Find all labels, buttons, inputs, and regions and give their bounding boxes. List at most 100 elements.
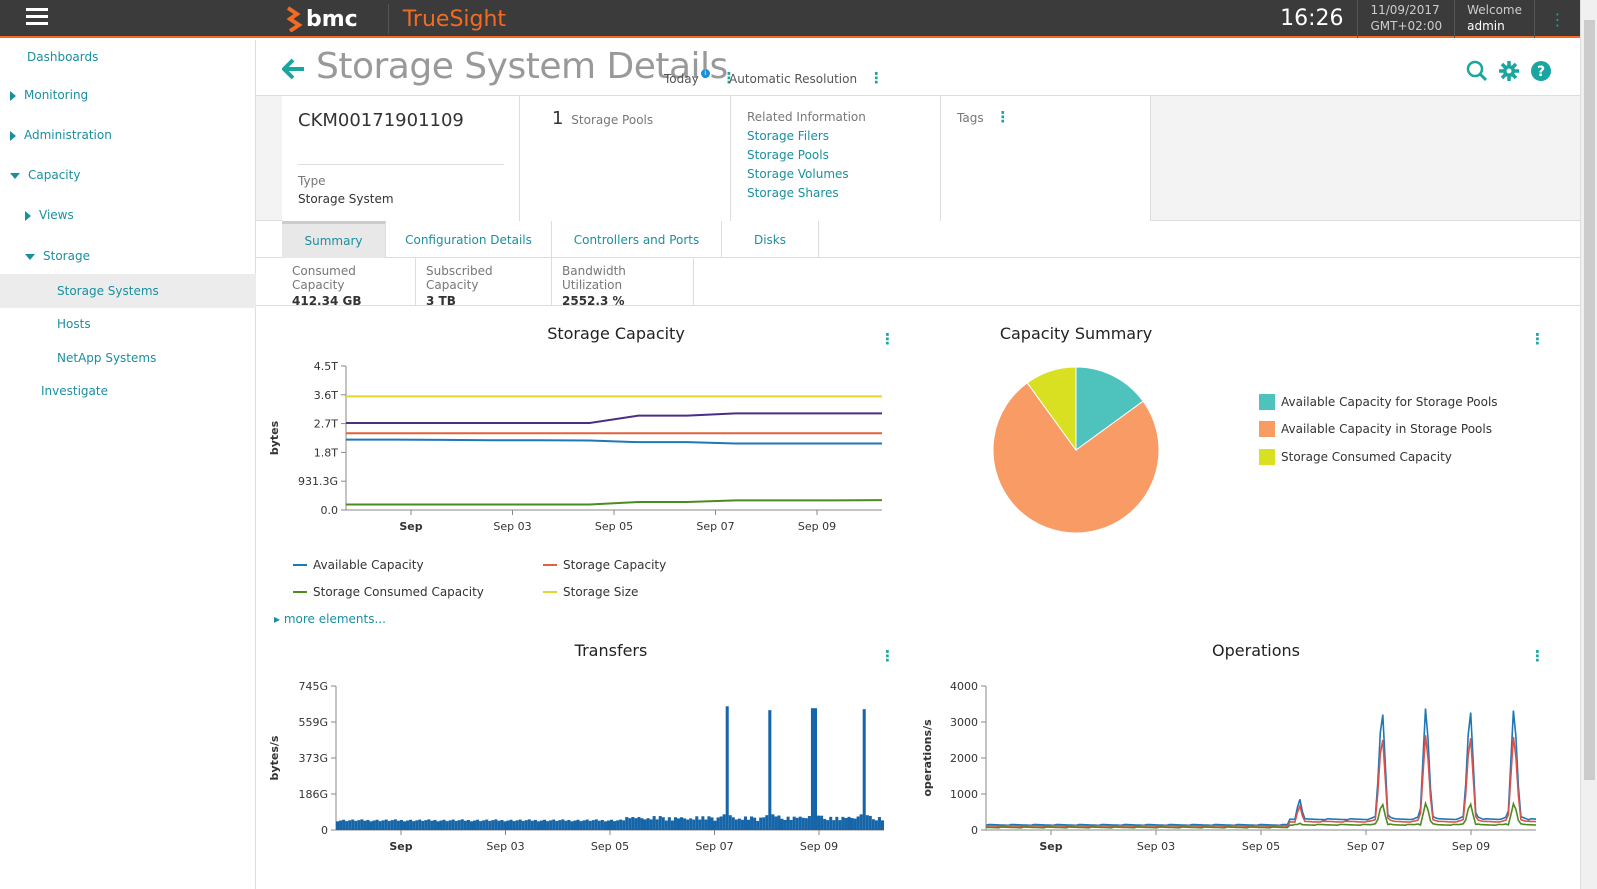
link-storage-filers[interactable]: Storage Filers bbox=[747, 129, 830, 143]
sidebar-item-storage-systems[interactable]: Storage Systems bbox=[57, 284, 159, 298]
transfer-bar bbox=[722, 814, 726, 830]
transfer-bar bbox=[418, 819, 422, 830]
x-tick-label: Sep 07 bbox=[696, 520, 734, 533]
sidebar-item-administration[interactable]: Administration bbox=[10, 128, 112, 142]
transfer-bar bbox=[524, 820, 528, 830]
storage-capacity-kebab-icon[interactable]: ⋮ bbox=[880, 330, 895, 348]
y-tick-label: 2.7T bbox=[314, 418, 338, 431]
transfer-bar bbox=[692, 819, 696, 830]
transfers-kebab-icon[interactable]: ⋮ bbox=[880, 647, 895, 665]
hamburger-menu-icon[interactable] bbox=[26, 8, 48, 28]
related-info-card: Related Information Storage Filers Stora… bbox=[731, 96, 941, 221]
metric-value: 412.34 GB bbox=[292, 294, 362, 308]
date-timezone: 11/09/2017 GMT+02:00 bbox=[1357, 0, 1454, 38]
transfer-bar bbox=[600, 819, 604, 830]
sidebar-item-capacity[interactable]: Capacity bbox=[10, 168, 80, 182]
more-elements-label: more elements... bbox=[283, 612, 386, 626]
bmc-logo-icon bbox=[286, 6, 303, 32]
transfer-bar bbox=[658, 816, 662, 830]
y-tick-label: 186G bbox=[298, 788, 328, 801]
transfer-bar bbox=[874, 820, 878, 830]
transfer-bar bbox=[430, 820, 434, 830]
brand-bmc: bmc bbox=[306, 6, 358, 32]
sidebar-item-label: Views bbox=[39, 208, 74, 222]
sidebar-item-hosts[interactable]: Hosts bbox=[57, 317, 91, 331]
sidebar: Dashboards Monitoring Administration Cap… bbox=[0, 40, 256, 889]
legend-available-capacity-in-storage-pools[interactable]: Available Capacity in Storage Pools bbox=[1259, 421, 1492, 437]
sidebar-item-netapp-systems[interactable]: NetApp Systems bbox=[57, 351, 157, 365]
transfer-bar bbox=[372, 820, 376, 830]
link-storage-volumes[interactable]: Storage Volumes bbox=[747, 167, 849, 181]
legend-available-capacity[interactable]: Available Capacity bbox=[293, 558, 424, 572]
transfer-bar bbox=[698, 819, 702, 830]
legend-available-capacity-storage-pools[interactable]: Available Capacity for Storage Pools bbox=[1259, 394, 1498, 410]
more-elements-link[interactable]: ▸ more elements... bbox=[274, 612, 386, 626]
transfer-bar bbox=[506, 820, 510, 830]
transfer-bar bbox=[482, 820, 486, 830]
scrollbar-thumb[interactable] bbox=[1584, 20, 1595, 780]
transfer-bar bbox=[415, 820, 419, 830]
sidebar-item-label: Capacity bbox=[28, 168, 81, 182]
details-panel: CKM00171901109 Type Storage System 1 Sto… bbox=[256, 96, 1580, 221]
sidebar-item-monitoring[interactable]: Monitoring bbox=[10, 88, 88, 102]
metric-label: Consumed Capacity bbox=[292, 264, 356, 292]
tab-controllers-and-ports[interactable]: Controllers and Ports bbox=[552, 221, 722, 258]
capacity-summary-kebab-icon[interactable]: ⋮ bbox=[1530, 330, 1545, 348]
transfer-bar bbox=[868, 815, 872, 830]
y-axis-label: bytes/s bbox=[268, 735, 281, 780]
transfer-bar bbox=[734, 819, 738, 830]
sidebar-item-views[interactable]: Views bbox=[25, 208, 74, 222]
sidebar-item-dashboards[interactable]: Dashboards bbox=[27, 50, 99, 64]
legend-storage-consumed-capacity[interactable]: Storage Consumed Capacity bbox=[293, 585, 484, 599]
tags-kebab-icon[interactable]: ⋮ bbox=[995, 108, 1011, 126]
search-icon[interactable] bbox=[1466, 60, 1488, 82]
transfer-bar bbox=[762, 817, 766, 830]
transfer-bar bbox=[728, 815, 732, 830]
transfer-bar bbox=[412, 821, 416, 830]
header-kebab-icon[interactable]: ⋮ bbox=[1534, 0, 1580, 38]
y-tick-label: 4000 bbox=[950, 680, 978, 693]
expand-icon bbox=[10, 90, 16, 101]
transfer-bar bbox=[387, 820, 391, 830]
link-storage-pools[interactable]: Storage Pools bbox=[747, 148, 829, 162]
transfer-bar bbox=[871, 819, 875, 830]
back-arrow-icon[interactable] bbox=[281, 54, 306, 87]
tab-disks[interactable]: Disks bbox=[722, 221, 819, 258]
series-line bbox=[346, 438, 882, 445]
time-range-kebab-icon[interactable]: ⋮ bbox=[721, 69, 737, 87]
resolution-kebab-icon[interactable]: ⋮ bbox=[868, 69, 884, 87]
brand-product: TrueSight bbox=[402, 6, 507, 32]
info-icon[interactable]: i bbox=[700, 69, 710, 78]
legend-storage-capacity[interactable]: Storage Capacity bbox=[543, 558, 666, 572]
y-tick-label: 0.0 bbox=[321, 504, 339, 517]
page-scrollbar[interactable] bbox=[1580, 0, 1597, 889]
pie-slice bbox=[992, 382, 1160, 534]
time-range-selector[interactable]: Today i ⋮ bbox=[664, 69, 737, 87]
sidebar-item-storage[interactable]: Storage bbox=[25, 249, 90, 263]
operations-kebab-icon[interactable]: ⋮ bbox=[1530, 647, 1545, 665]
transfer-bar bbox=[399, 819, 403, 830]
link-storage-shares[interactable]: Storage Shares bbox=[747, 186, 839, 200]
sidebar-item-investigate[interactable]: Investigate bbox=[41, 384, 108, 398]
transfer-bar bbox=[439, 820, 443, 830]
user-info[interactable]: Welcome admin bbox=[1454, 0, 1534, 38]
transfer-bar bbox=[476, 819, 480, 830]
y-tick-label: 745G bbox=[298, 680, 328, 693]
legend-label: Storage Size bbox=[563, 585, 639, 599]
tab-configuration-details[interactable]: Configuration Details bbox=[386, 221, 552, 258]
transfer-bar bbox=[427, 819, 431, 830]
transfer-bar bbox=[445, 821, 449, 830]
transfer-bar bbox=[564, 820, 568, 830]
legend-storage-size[interactable]: Storage Size bbox=[543, 585, 638, 599]
y-axis-label: operations/s bbox=[921, 719, 934, 797]
gear-icon[interactable] bbox=[1498, 60, 1520, 82]
transfer-bar bbox=[877, 817, 881, 830]
resolution-selector[interactable]: Automatic Resolution ⋮ bbox=[729, 69, 884, 87]
tab-summary[interactable]: Summary bbox=[282, 221, 386, 258]
transfer-bar bbox=[366, 819, 370, 830]
transfer-bar bbox=[713, 820, 717, 830]
transfer-bar bbox=[804, 818, 808, 830]
type-label: Type bbox=[298, 174, 326, 188]
help-icon[interactable]: ? bbox=[1530, 60, 1552, 82]
legend-storage-consumed-capacity-pie[interactable]: Storage Consumed Capacity bbox=[1259, 449, 1452, 465]
